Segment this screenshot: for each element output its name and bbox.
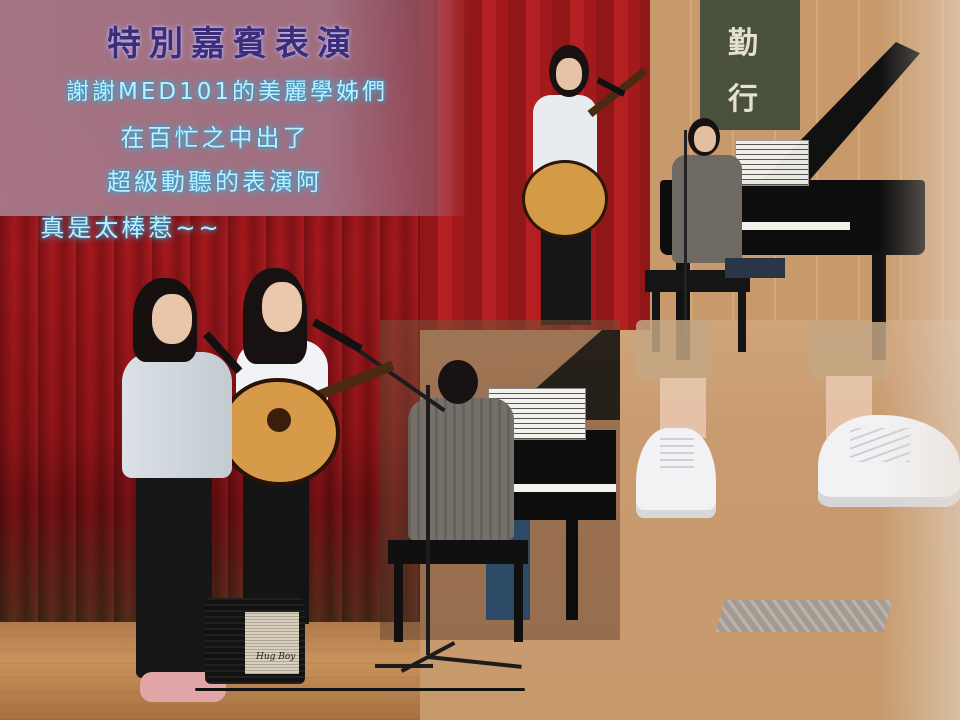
acoustic-guitar: [220, 378, 340, 486]
banner-character: 行: [728, 82, 758, 117]
mic-stand: [684, 130, 687, 340]
piano-keys: [700, 222, 850, 230]
tripod-leg: [375, 664, 433, 668]
wall-banner: [700, 0, 800, 130]
singer-right-face: [556, 58, 582, 90]
singer-left-pants: [136, 472, 212, 678]
piano-leg: [566, 510, 578, 620]
rolled-jeans-right: [810, 322, 890, 380]
singer-left-face: [152, 294, 192, 344]
pianist-right-leg: [725, 258, 785, 278]
caption-line: 謝謝MED101的美麗學姊們: [66, 79, 388, 105]
bench-leg: [738, 292, 746, 352]
bench-leg: [394, 562, 403, 642]
audio-cable: [195, 688, 525, 691]
guitar-soundhole: [267, 408, 291, 432]
caption-line: 真是太棒惹~~: [40, 214, 222, 242]
pianist-right: [672, 155, 742, 263]
guitarist-left-face: [262, 282, 302, 332]
caption-panel: [0, 0, 470, 216]
pianist-center-hair: [438, 360, 478, 404]
piano-bench: [388, 540, 528, 564]
caption-title: 特別嘉賓表演: [107, 24, 359, 64]
amp-logo: Hug Boy: [256, 652, 296, 662]
edge-fade: [880, 0, 960, 720]
pianist-center: [408, 398, 514, 540]
piano-keys: [480, 484, 616, 492]
bench-leg: [514, 562, 523, 642]
amp-grille: [245, 612, 299, 674]
sneaker-laces: [660, 438, 694, 468]
pianist-right-face: [694, 126, 716, 152]
caption-line: 在百忙之中出了: [120, 124, 310, 152]
acoustic-guitar: [522, 160, 608, 238]
caption-line: 超級動聽的表演阿: [107, 168, 323, 196]
singer-left: [122, 352, 232, 478]
mic-stand: [426, 385, 430, 655]
rolled-jeans-left: [636, 320, 712, 380]
sheet-music: [735, 140, 809, 186]
floor-marker: [715, 600, 893, 632]
banner-character: 勤: [728, 26, 758, 61]
piano-bench: [645, 270, 750, 292]
